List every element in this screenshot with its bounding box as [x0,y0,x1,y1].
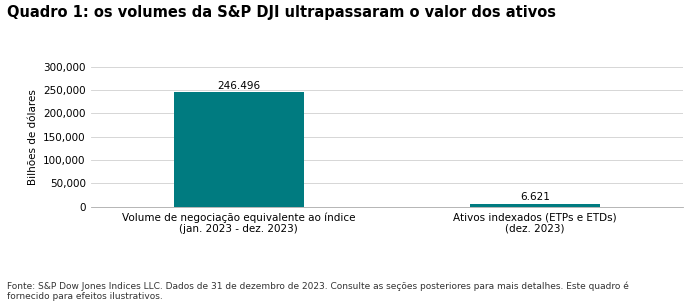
Text: Quadro 1: os volumes da S&P DJI ultrapassaram o valor dos ativos: Quadro 1: os volumes da S&P DJI ultrapas… [7,5,556,19]
Text: 6.621: 6.621 [520,192,550,202]
Text: 246.496: 246.496 [217,81,260,91]
Bar [174,92,304,207]
Bar [470,204,600,207]
Y-axis label: Bilhões de dólares: Bilhões de dólares [28,89,38,185]
Text: Fonte: S&P Dow Jones Indices LLC. Dados de 31 de dezembro de 2023. Consulte as s: Fonte: S&P Dow Jones Indices LLC. Dados … [7,281,629,301]
